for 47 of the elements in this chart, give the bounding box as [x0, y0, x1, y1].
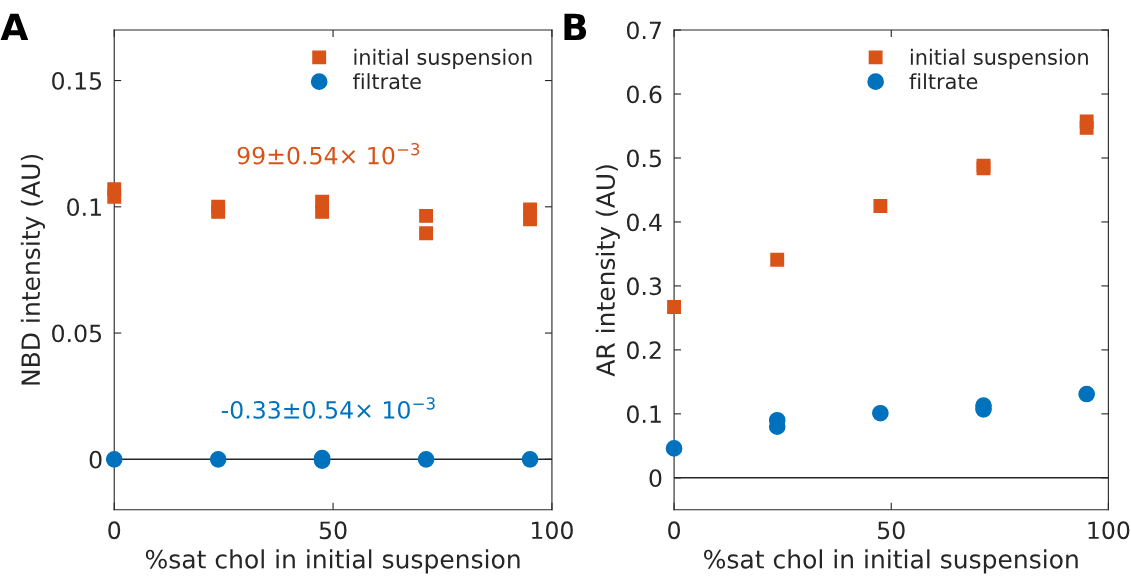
y-tick-label: 0.5: [626, 149, 661, 168]
x-axis-title: %sat chol in initial suspension: [145, 549, 520, 574]
point: [315, 204, 330, 219]
point: [521, 450, 539, 468]
chart-title: B: [564, 13, 587, 41]
y-tick-label: 0: [649, 469, 662, 488]
point: [665, 440, 683, 457]
y-tick-label: 0.1: [626, 405, 661, 424]
point: [1078, 385, 1095, 403]
x-tick-label: 0: [668, 521, 681, 540]
y-axis-title: NBD intensity (AU): [20, 154, 45, 385]
point: [872, 404, 889, 422]
annotation: -0.33±0.54× 10$^{−3}$: [221, 397, 435, 419]
point: [105, 450, 123, 468]
point: [209, 450, 227, 468]
legend-label: initial suspension: [354, 48, 532, 69]
point: [419, 226, 434, 241]
chart-title: A: [0, 13, 29, 41]
point: [211, 204, 226, 219]
y-tick-label: 0.15: [52, 72, 102, 90]
y-tick-label: 0.1: [67, 198, 101, 217]
annotation: 99±0.54× 10$^{−3}$: [237, 142, 420, 165]
x-tick-label: 100: [531, 521, 573, 540]
y-tick-label: 0.05: [52, 324, 102, 343]
point: [107, 189, 122, 204]
y-tick-label: 0.2: [626, 341, 661, 360]
x-tick-label: 0: [108, 521, 121, 540]
point: [1079, 120, 1094, 135]
y-axis-title: AR intensity (AU): [595, 165, 620, 377]
legend-label: initial suspension: [910, 48, 1088, 69]
legend-label: filtrate: [909, 73, 978, 90]
x-tick-label: 50: [878, 521, 905, 540]
y-tick-label: 0.6: [626, 85, 662, 104]
y-tick-label: 0: [89, 450, 102, 469]
x-axis-title: %sat chol in initial suspension: [704, 549, 1078, 574]
x-tick-label: 100: [1088, 521, 1130, 540]
y-tick-label: 0.4: [626, 213, 662, 232]
point: [417, 450, 435, 468]
point: [419, 208, 434, 223]
y-tick-label: 0.3: [626, 277, 662, 296]
legend-label: filtrate: [353, 73, 421, 90]
point: [523, 212, 537, 227]
point: [770, 252, 785, 267]
y-tick-label: 0.7: [626, 21, 661, 40]
point: [667, 300, 682, 314]
x-tick-label: 50: [319, 521, 347, 540]
point: [873, 199, 888, 213]
